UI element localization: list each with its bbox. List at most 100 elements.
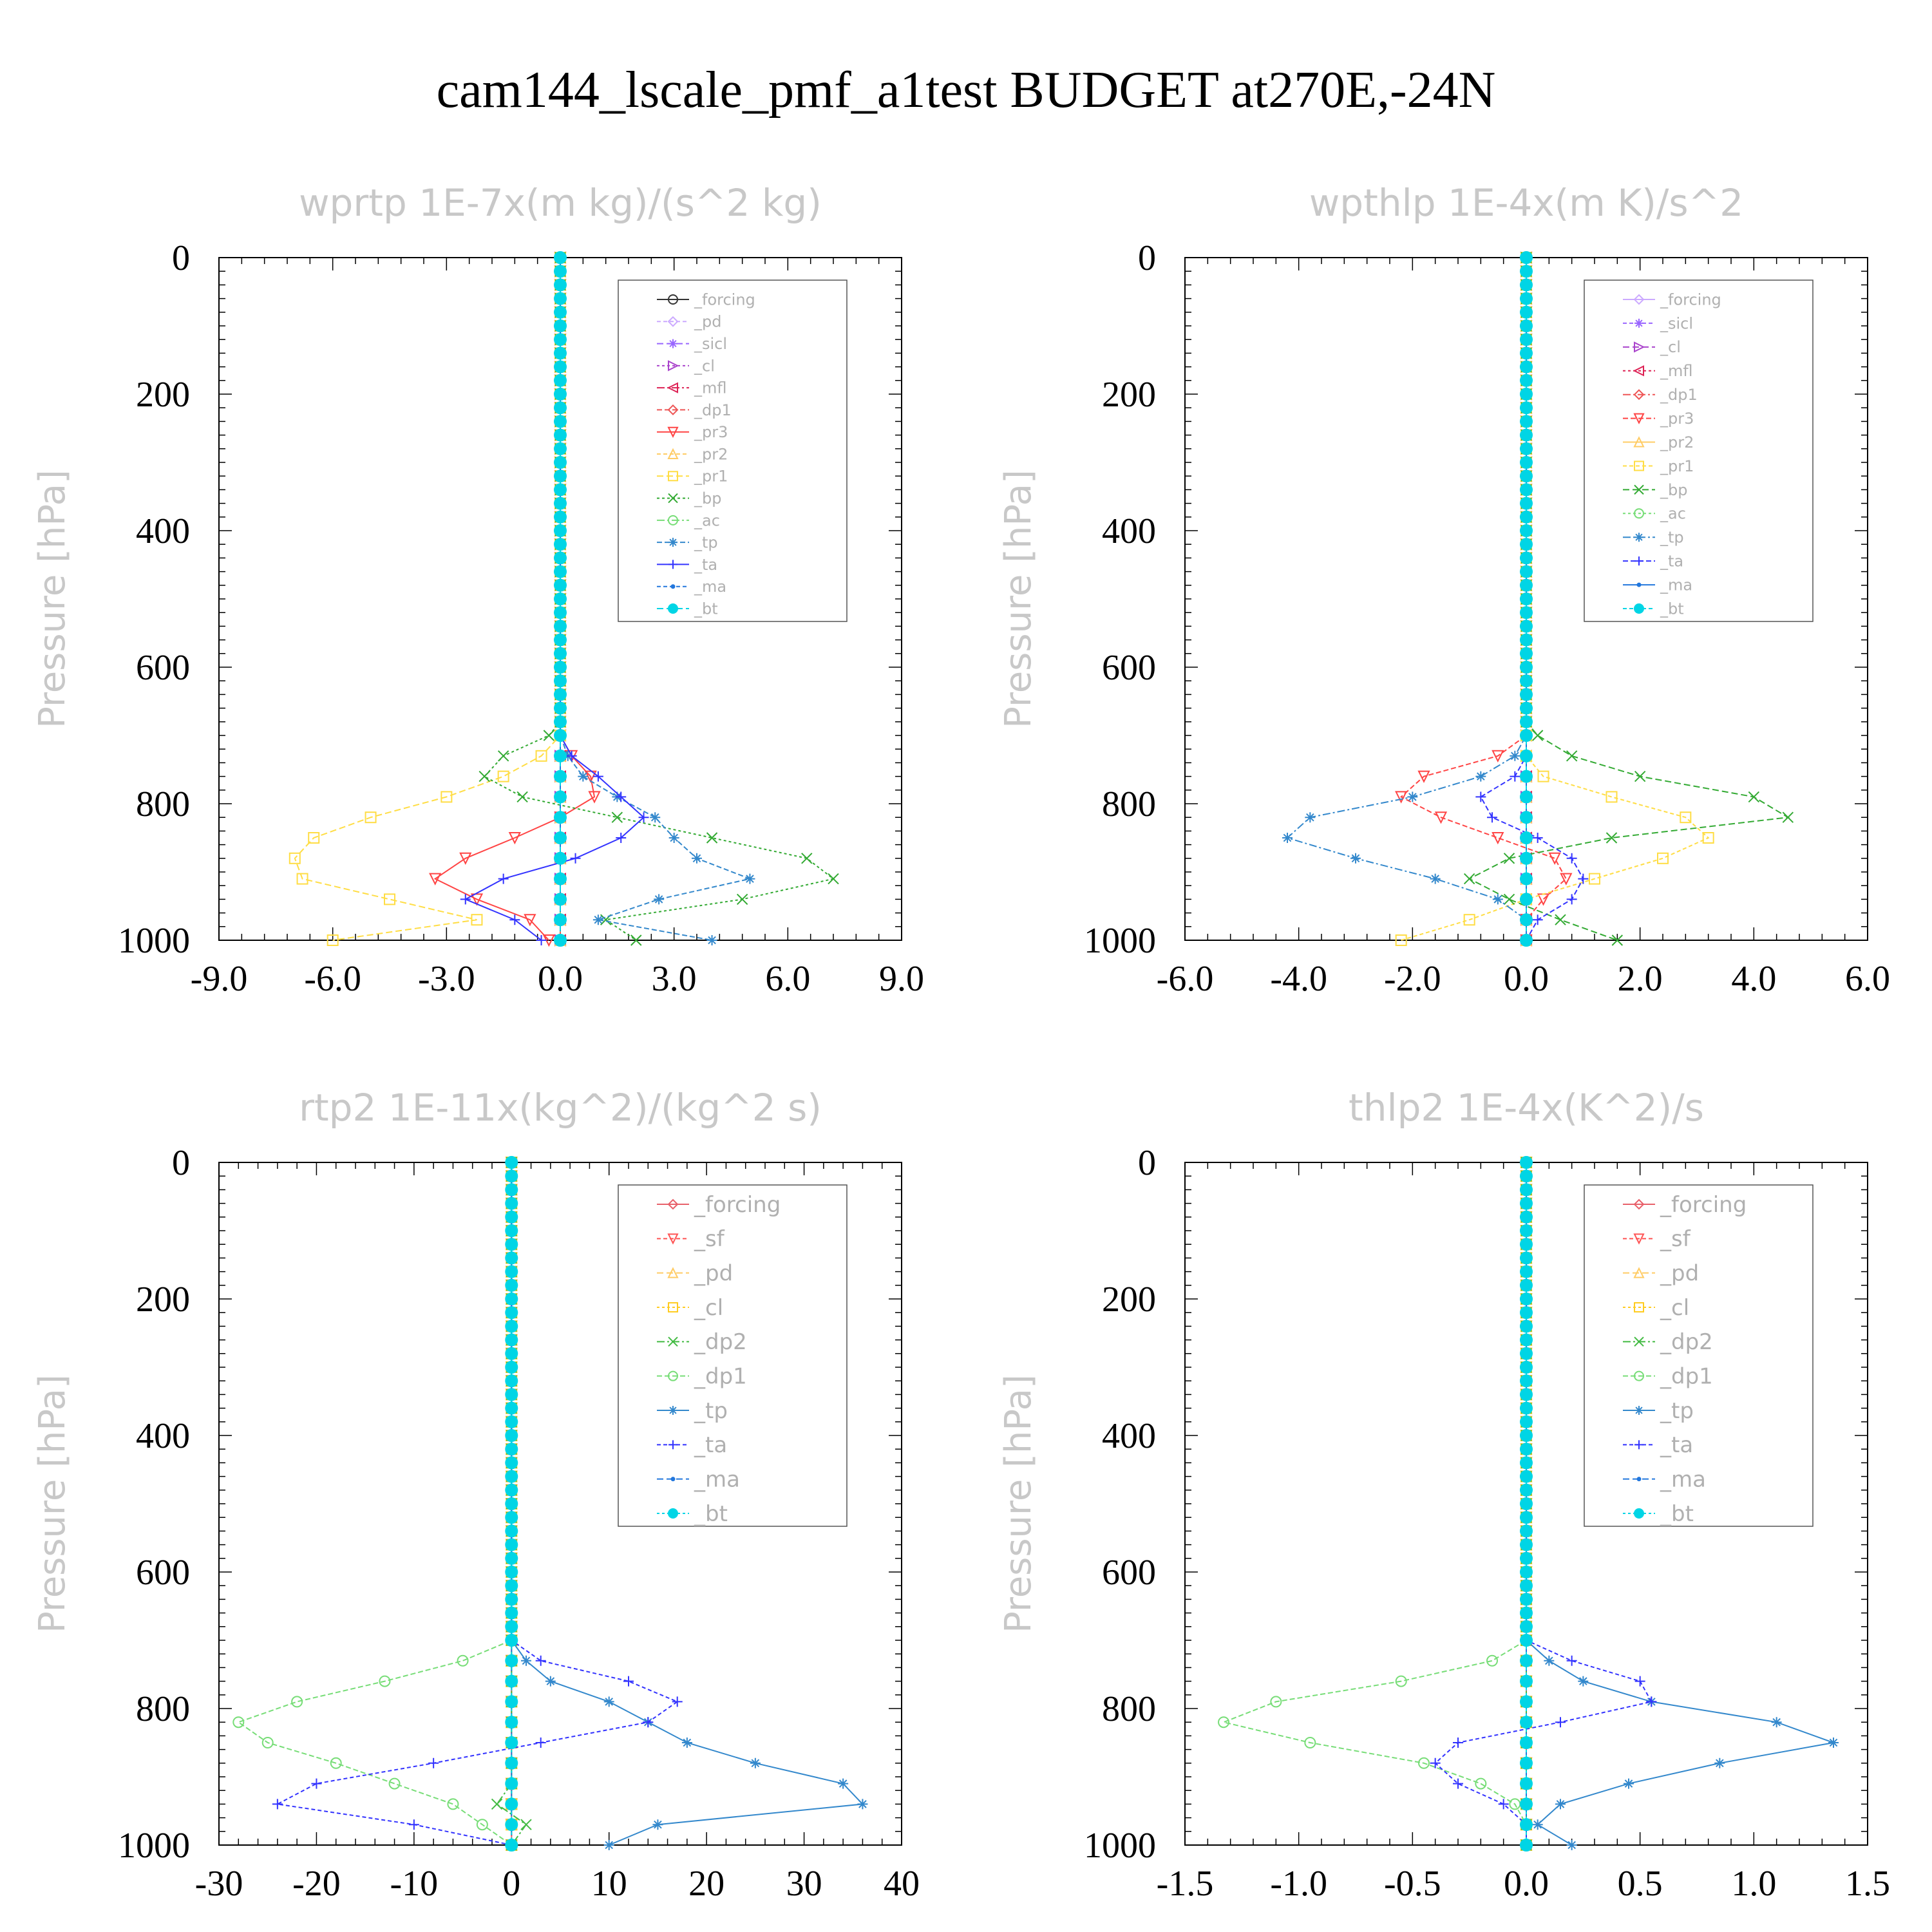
data-point: [1520, 510, 1533, 524]
x-tick-label: 4.0: [1731, 959, 1776, 999]
data-point: [1520, 1429, 1533, 1442]
panel-title: wprtp 1E-7x(m kg)/(s^2 kg): [299, 181, 822, 225]
x-tick-label: -9.0: [191, 959, 248, 999]
data-point: [516, 791, 528, 803]
y-axis-label: Pressure [hPa]: [32, 469, 73, 728]
y-tick-label: 400: [136, 1416, 190, 1456]
legend-marker: [1633, 1267, 1645, 1278]
data-point: [1520, 1388, 1533, 1401]
data-point: [1520, 497, 1533, 510]
data-point: [736, 893, 748, 905]
data-point: [554, 749, 567, 762]
legend-marker: [1634, 1440, 1643, 1450]
data-point: [505, 1401, 518, 1415]
data-point: [1520, 551, 1533, 565]
data-point: [457, 1654, 469, 1667]
data-point: [1486, 1654, 1498, 1667]
data-point: [497, 770, 509, 782]
x-tick-label: -4.0: [1270, 959, 1327, 999]
data-point: [1520, 292, 1533, 305]
data-point: [1395, 791, 1408, 804]
series-bt: [505, 1156, 518, 1852]
legend: _forcing _sicl _cl _mfl _dp1 _pr3 _pr2 _pr1 _bp _…: [1584, 279, 1814, 622]
data-point: [1520, 831, 1533, 844]
data-point: [1305, 812, 1316, 823]
data-point: [1463, 873, 1475, 885]
data-point: [1453, 1738, 1463, 1748]
data-point: [1532, 833, 1543, 843]
legend-label: _pr3: [694, 423, 728, 441]
legend-label: _bt: [1660, 600, 1684, 618]
data-point: [491, 1798, 503, 1810]
data-point: [535, 1738, 546, 1748]
data-point: [1520, 1839, 1533, 1852]
data-point: [272, 1799, 283, 1810]
data-point: [428, 1757, 439, 1768]
legend-label: _ma: [694, 1467, 740, 1493]
data-point: [1520, 688, 1533, 701]
series-tp: [1282, 252, 1531, 945]
legend-marker: [1634, 603, 1644, 614]
data-point: [1520, 1593, 1533, 1606]
series-line: [1221, 1162, 1527, 1845]
legend-marker: [1633, 365, 1644, 377]
data-point: [505, 1551, 518, 1565]
legend-marker: [667, 316, 679, 327]
data-point: [650, 812, 661, 823]
data-point: [1430, 1757, 1441, 1768]
legend-label: _forcing: [694, 290, 755, 308]
data-point: [327, 934, 339, 946]
legend-marker: [668, 360, 679, 372]
legend-marker: [1636, 582, 1642, 587]
data-point: [681, 1738, 692, 1748]
data-point: [1634, 770, 1646, 782]
legend-marker: [668, 1508, 678, 1519]
legend-label: _ac: [1660, 505, 1686, 523]
data-point: [554, 428, 567, 442]
legend-label: _cl: [1660, 1295, 1689, 1321]
legend-label: _dp1: [694, 401, 732, 419]
y-tick-label: 1000: [118, 921, 190, 961]
panel-title: wpthlp 1E-4x(m K)/s^2: [1309, 181, 1743, 225]
data-point: [1520, 278, 1533, 292]
legend-label: _forcing: [694, 1192, 781, 1218]
panel-title: rtp2 1E-11x(kg^2)/(kg^2 s): [299, 1086, 822, 1130]
series-pr1: [289, 252, 566, 946]
data-point: [505, 1265, 518, 1278]
data-point: [554, 305, 567, 319]
data-point: [1520, 811, 1533, 824]
data-point: [554, 851, 567, 865]
data-point: [554, 811, 567, 824]
y-tick-label: 800: [1102, 784, 1156, 824]
data-point: [1492, 832, 1504, 845]
legend-marker: [667, 1267, 679, 1278]
data-point: [1520, 1183, 1533, 1197]
data-point: [1520, 1606, 1533, 1620]
data-point: [1430, 873, 1441, 884]
data-point: [1418, 1757, 1430, 1769]
data-point: [388, 1777, 401, 1790]
data-point: [1611, 934, 1624, 946]
data-point: [1702, 832, 1714, 844]
data-point: [1282, 833, 1293, 843]
legend-box: [1584, 279, 1814, 622]
data-point: [554, 333, 567, 346]
legend-marker: [1633, 1233, 1645, 1245]
data-point: [1520, 1320, 1533, 1333]
data-point: [384, 893, 395, 905]
data-point: [554, 251, 567, 264]
data-point: [1771, 1717, 1782, 1728]
legend-marker: [668, 1336, 678, 1347]
data-point: [1520, 333, 1533, 346]
legend-marker: [668, 560, 677, 569]
data-point: [1520, 701, 1533, 715]
data-point: [1714, 1757, 1725, 1768]
data-point: [505, 1156, 518, 1169]
data-point: [1520, 1415, 1533, 1428]
data-point: [1520, 1210, 1533, 1224]
data-point: [505, 1429, 518, 1442]
data-point: [1520, 1716, 1533, 1729]
data-point: [1520, 1566, 1533, 1578]
y-tick-label: 200: [1102, 375, 1156, 415]
legend-marker: [668, 1406, 677, 1415]
